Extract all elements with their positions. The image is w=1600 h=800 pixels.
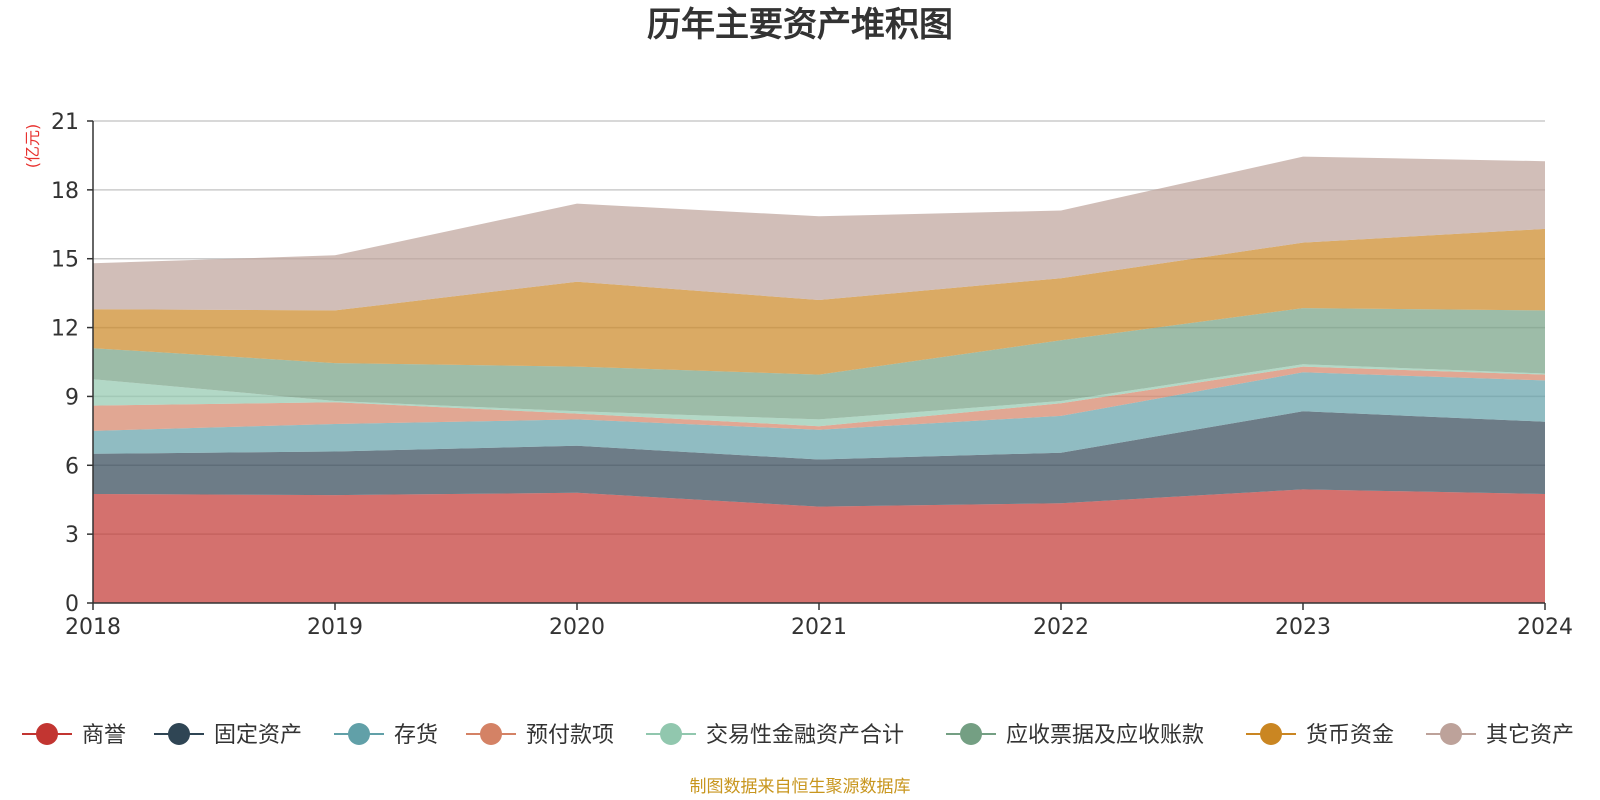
legend[interactable]: 商誉 固定资产 存货 预付款项 交易性金融资产合计 应收票据及应收账款 货币资金 其它资产 [22, 723, 1574, 748]
legend-label: 货币资金 [1306, 723, 1394, 748]
y-tick-label: 21 [51, 110, 79, 135]
y-tick-label: 6 [65, 454, 79, 479]
legend-circle-marker [1440, 723, 1462, 745]
y-tick-label: 18 [51, 179, 79, 204]
y-axis-unit-label: (亿元) [23, 124, 42, 169]
y-tick-label: 15 [51, 248, 79, 273]
legend-label: 预付款项 [526, 723, 614, 748]
legend-label: 商誉 [82, 723, 126, 748]
legend-label: 应收票据及应收账款 [1006, 723, 1204, 748]
x-tick-label: 2021 [791, 615, 847, 640]
legend-circle-marker [480, 723, 502, 745]
legend-label: 固定资产 [214, 723, 302, 748]
y-tick-label: 12 [51, 317, 79, 342]
x-tick-label: 2024 [1517, 615, 1573, 640]
legend-circle-marker [660, 723, 682, 745]
area-series-6 [93, 228, 1545, 375]
axes: 0 3 6 9 12 15 18 21 2018 2019 2020 2021 2022 2023 2024 [51, 110, 1573, 640]
y-tick-label: 0 [65, 592, 79, 617]
legend-label: 存货 [394, 723, 438, 748]
legend-circle-marker [36, 723, 58, 745]
y-tick-label: 3 [65, 523, 79, 548]
area-series-5 [93, 308, 1545, 420]
legend-item-6[interactable]: 货币资金 [1246, 723, 1394, 748]
area-series-0 [93, 489, 1545, 603]
area-series [93, 156, 1545, 603]
area-series-3 [93, 366, 1545, 431]
x-tick-label: 2023 [1275, 615, 1331, 640]
area-series-1 [93, 411, 1545, 507]
legend-item-4[interactable]: 交易性金融资产合计 [646, 723, 904, 748]
data-source-note: 制图数据来自恒生聚源数据库 [690, 777, 911, 797]
legend-label: 其它资产 [1486, 723, 1574, 748]
y-tick-label: 9 [65, 385, 79, 410]
legend-circle-marker [168, 723, 190, 745]
legend-item-0[interactable]: 商誉 [22, 723, 126, 748]
legend-circle-marker [348, 723, 370, 745]
x-tick-label: 2019 [307, 615, 363, 640]
x-tick-label: 2020 [549, 615, 605, 640]
area-series-2 [93, 372, 1545, 460]
legend-circle-marker [960, 723, 982, 745]
legend-item-2[interactable]: 存货 [334, 723, 438, 748]
x-tick-label: 2018 [65, 615, 121, 640]
legend-item-3[interactable]: 预付款项 [466, 723, 614, 748]
legend-label: 交易性金融资产合计 [706, 723, 904, 748]
legend-item-1[interactable]: 固定资产 [154, 723, 302, 748]
legend-item-5[interactable]: 应收票据及应收账款 [946, 723, 1204, 748]
chart-title: 历年主要资产堆积图 [647, 5, 953, 45]
legend-circle-marker [1260, 723, 1282, 745]
legend-item-7[interactable]: 其它资产 [1426, 723, 1574, 748]
area-series-7 [93, 156, 1545, 311]
x-tick-label: 2022 [1033, 615, 1089, 640]
